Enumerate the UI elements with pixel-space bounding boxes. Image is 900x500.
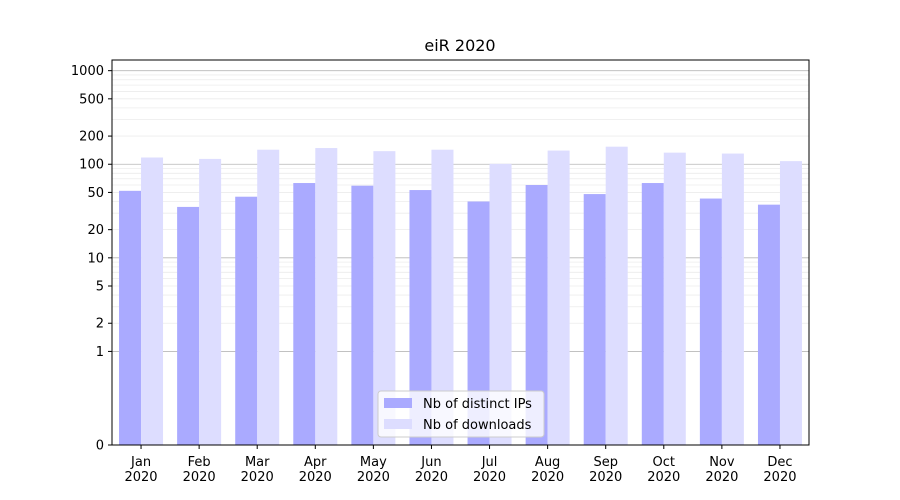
bar-downloads [779, 161, 802, 445]
y-tick-label: 10 [87, 251, 104, 266]
x-tick-label: Apr 2020 [299, 455, 332, 485]
x-tick-label: Oct 2020 [647, 455, 680, 485]
bar-downloads [547, 150, 570, 445]
y-tick-label: 500 [79, 92, 104, 107]
x-tick-label: Dec 2020 [763, 455, 796, 485]
legend-label: Nb of downloads [423, 418, 532, 433]
bar-downloads [605, 146, 628, 446]
y-tick-label: 200 [79, 130, 104, 145]
x-tick-label: Sep 2020 [589, 455, 622, 485]
bar-downloads [257, 149, 280, 445]
bar-distinct-ips [525, 185, 548, 445]
chart-title: eiR 2020 [424, 36, 495, 55]
bar-distinct-ips [177, 206, 200, 445]
legend-swatch [384, 398, 412, 408]
x-axis: Jan 2020 Feb 2020 Mar 2020 Apr 2020 May 2020 Jun 20… [124, 445, 797, 485]
bar-distinct-ips [699, 198, 722, 445]
bar-distinct-ips [757, 204, 780, 445]
grid-lines [112, 70, 809, 352]
bar-downloads [721, 153, 744, 446]
x-tick-label: Feb 2020 [183, 455, 216, 485]
legend-box [377, 390, 545, 438]
x-tick-label: May 2020 [357, 455, 390, 485]
x-tick-label: Nov 2020 [705, 455, 738, 485]
bar-downloads [199, 158, 222, 446]
y-tick-label: 0 [96, 439, 104, 454]
bar-distinct-ips [235, 196, 258, 445]
bar-downloads [489, 163, 512, 445]
y-tick-label: 2 [96, 317, 104, 332]
legend-label: Nb of distinct IPs [423, 397, 532, 412]
bar-distinct-ips [583, 194, 606, 445]
legend: Nb of distinct IPs Nb of downloads [377, 390, 545, 438]
y-tick-label: 5 [96, 280, 104, 295]
x-tick-label: Jan 2020 [124, 455, 157, 485]
bars [119, 146, 802, 446]
bar-distinct-ips [641, 183, 664, 446]
x-tick-label: Mar 2020 [241, 455, 274, 485]
bar-downloads [663, 152, 686, 445]
bar-distinct-ips [409, 190, 432, 445]
bar-downloads [431, 149, 454, 445]
bar-downloads [315, 148, 338, 445]
bar-distinct-ips [119, 190, 142, 445]
y-axis: 0 1 2 5 10 20 50 100 200 500 1000 [71, 64, 112, 454]
legend-swatch [384, 419, 412, 429]
x-tick-label: Jul 2020 [473, 455, 506, 485]
y-tick-label: 100 [79, 158, 104, 173]
x-tick-label: Aug 2020 [531, 455, 564, 485]
y-tick-label: 1 [96, 345, 104, 360]
y-tick-label: 1000 [71, 64, 104, 79]
y-tick-label: 20 [87, 223, 104, 238]
bar-distinct-ips [293, 183, 316, 446]
bar-distinct-ips [351, 185, 374, 446]
y-tick-label: 50 [87, 186, 104, 201]
plot-frame [111, 59, 810, 446]
x-tick-label: Jun 2020 [415, 455, 448, 485]
bar-downloads [373, 151, 396, 446]
bar-distinct-ips [467, 201, 490, 445]
bar-downloads [141, 157, 164, 445]
